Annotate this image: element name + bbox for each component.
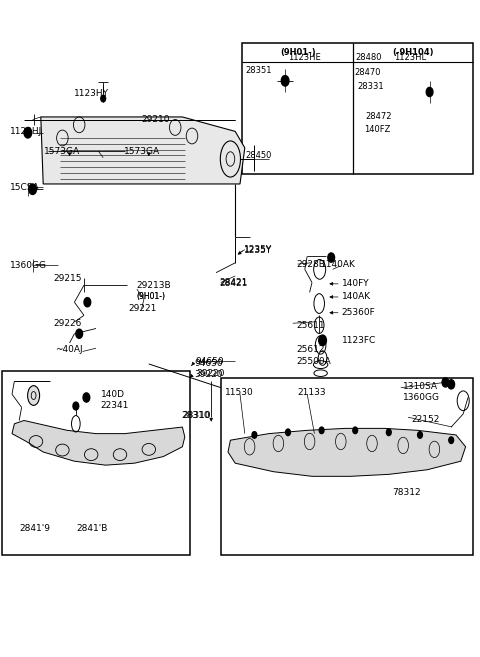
Text: 28310: 28310 [182, 411, 211, 420]
Text: 1573GA: 1573GA [44, 147, 80, 156]
Text: 2841'9: 2841'9 [19, 524, 50, 533]
Circle shape [281, 76, 289, 86]
Text: 1123HJ: 1123HJ [10, 127, 42, 136]
Circle shape [449, 437, 454, 443]
Text: 25500A: 25500A [297, 357, 331, 366]
Circle shape [442, 378, 449, 387]
Text: 29210: 29210 [142, 115, 170, 124]
Bar [242, 43, 473, 174]
Circle shape [448, 380, 455, 389]
Text: 1123HE: 1123HE [288, 53, 321, 62]
Text: 15CSA: 15CSA [10, 183, 39, 192]
Text: 25611: 25611 [297, 321, 325, 330]
Text: 1310SA: 1310SA [403, 382, 438, 391]
Polygon shape [12, 420, 185, 465]
Text: 1573GA: 1573GA [124, 147, 160, 156]
Text: 78312: 78312 [393, 488, 421, 497]
Circle shape [353, 427, 358, 434]
Circle shape [319, 335, 326, 346]
Text: 1235Y: 1235Y [244, 245, 272, 254]
Text: ~40AJ: ~40AJ [55, 345, 83, 354]
Circle shape [73, 402, 79, 410]
Text: 22341: 22341 [101, 401, 129, 410]
Polygon shape [228, 428, 466, 476]
Text: 25612: 25612 [297, 345, 325, 354]
Text: 28310: 28310 [181, 411, 210, 420]
Text: 1123FC: 1123FC [342, 336, 376, 345]
Circle shape [29, 184, 36, 194]
Text: 2841'B: 2841'B [77, 524, 108, 533]
Text: 1140AK: 1140AK [321, 260, 356, 269]
Circle shape [286, 429, 290, 436]
Bar [2, 371, 190, 555]
Circle shape [76, 329, 83, 338]
Text: 140FY: 140FY [342, 279, 370, 288]
Text: 1360GG: 1360GG [10, 261, 47, 270]
Text: 22152: 22152 [412, 415, 440, 424]
Text: (-9H104): (-9H104) [392, 48, 433, 57]
Text: 140FZ: 140FZ [364, 125, 390, 134]
Circle shape [252, 432, 257, 438]
Text: 2928B: 2928B [297, 260, 325, 269]
Text: 28450: 28450 [246, 151, 272, 160]
Circle shape [319, 427, 324, 434]
Text: 140AK: 140AK [342, 292, 371, 302]
Circle shape [328, 253, 335, 262]
Text: (9H01-): (9H01-) [137, 292, 166, 302]
Text: 28470: 28470 [354, 68, 381, 78]
Circle shape [24, 127, 32, 138]
Text: 21133: 21133 [298, 388, 326, 397]
Text: 29215: 29215 [54, 274, 82, 283]
Text: 140D: 140D [101, 390, 125, 399]
Circle shape [83, 393, 90, 402]
Text: (9H01-): (9H01-) [280, 48, 315, 57]
Bar [221, 378, 473, 555]
Text: 39220: 39220 [194, 370, 223, 379]
Polygon shape [41, 117, 245, 184]
Text: 1360GG: 1360GG [403, 393, 440, 402]
Text: 1123HY: 1123HY [74, 89, 109, 98]
Circle shape [386, 429, 391, 436]
Text: 28331: 28331 [358, 81, 384, 91]
Text: 28351: 28351 [246, 66, 272, 75]
Circle shape [101, 95, 106, 102]
Text: 28421: 28421 [220, 279, 248, 288]
Text: 94650: 94650 [196, 357, 225, 366]
Text: 94650: 94650 [194, 359, 223, 368]
Circle shape [426, 87, 433, 97]
Text: 28472: 28472 [366, 112, 392, 122]
Text: 1123HL: 1123HL [395, 53, 427, 62]
Text: 11530: 11530 [225, 388, 253, 397]
Ellipse shape [28, 386, 39, 405]
Text: 39220: 39220 [196, 369, 224, 378]
Text: 28480: 28480 [355, 53, 382, 62]
Text: 1235Y: 1235Y [244, 246, 272, 256]
Circle shape [418, 432, 422, 438]
Text: (9H01-): (9H01-) [137, 292, 166, 302]
Circle shape [84, 298, 91, 307]
Text: 29226: 29226 [54, 319, 82, 328]
Text: 29221: 29221 [129, 304, 157, 313]
Text: 25360F: 25360F [342, 308, 375, 317]
Text: 29213B: 29213B [137, 281, 171, 290]
Text: 28421: 28421 [220, 278, 248, 287]
